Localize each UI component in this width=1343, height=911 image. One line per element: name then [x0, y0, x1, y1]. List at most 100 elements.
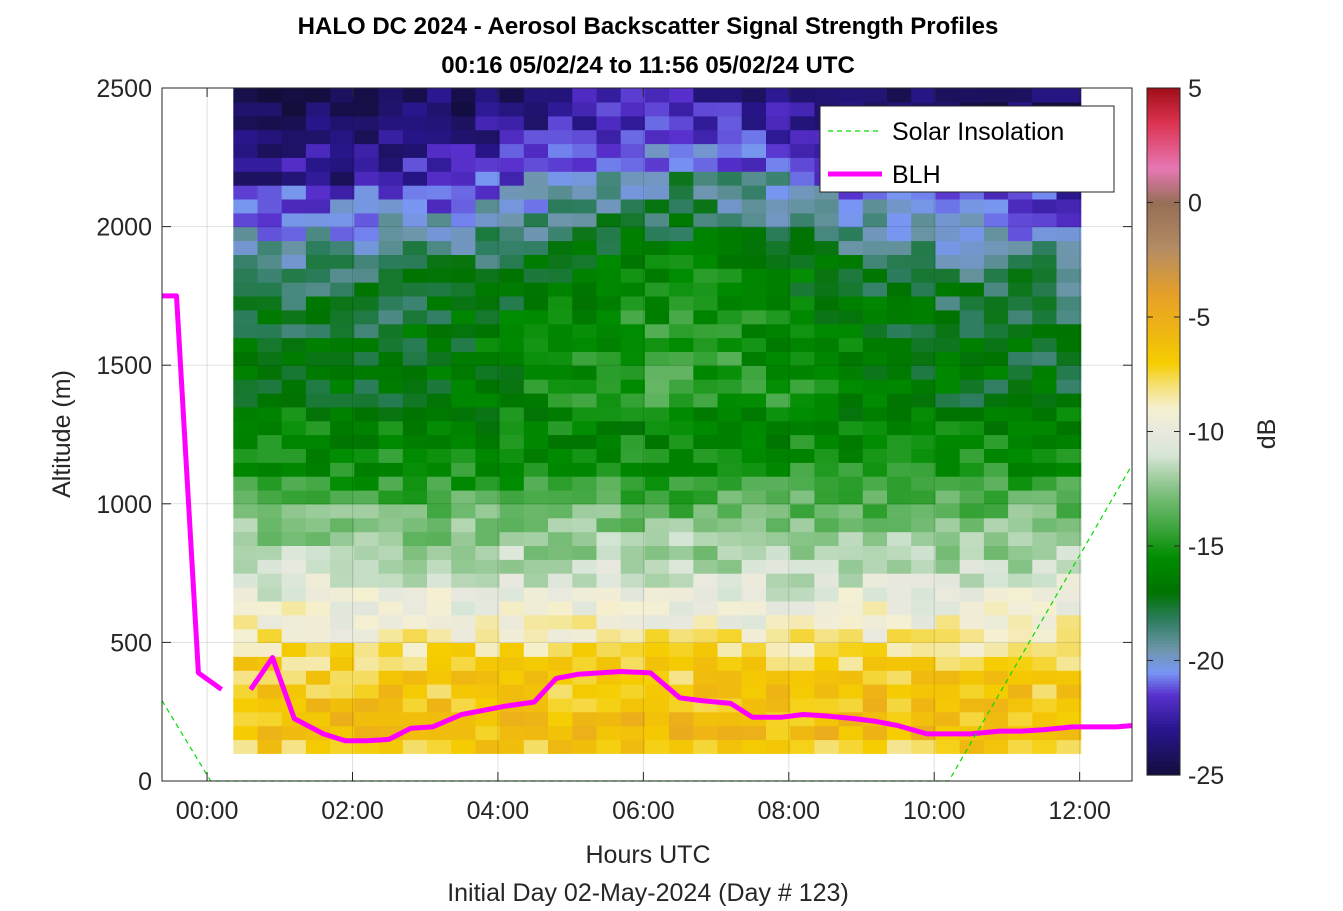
colorbar-band — [1147, 611, 1180, 616]
heatmap-cell — [838, 295, 864, 311]
heatmap-cell — [838, 587, 864, 602]
heatmap-cell — [572, 268, 598, 283]
heatmap-cell — [1056, 323, 1082, 339]
heatmap-cell — [596, 739, 622, 754]
heatmap-cell — [790, 171, 815, 186]
heatmap-cell — [1056, 517, 1082, 533]
heatmap-cell — [402, 185, 428, 200]
heatmap-cell — [402, 268, 428, 283]
heatmap-cell — [281, 503, 307, 519]
heatmap-cell — [475, 226, 501, 242]
heatmap-cell — [959, 295, 985, 311]
heatmap-cell — [257, 115, 283, 131]
heatmap-cell — [766, 379, 791, 394]
heatmap-cell — [911, 448, 936, 463]
heatmap-cell — [257, 448, 283, 463]
heatmap-cell — [814, 420, 840, 436]
colorbar-band — [1147, 726, 1180, 730]
heatmap-cell — [475, 531, 501, 546]
heatmap-cell — [475, 684, 501, 699]
heatmap-cell — [669, 323, 694, 339]
heatmap-cell — [523, 101, 549, 117]
heatmap-cell — [1032, 489, 1058, 505]
heatmap-cell — [499, 614, 525, 630]
heatmap-cell — [911, 697, 936, 713]
colorbar-band — [1147, 397, 1180, 401]
heatmap-cell — [1056, 268, 1082, 283]
y-tick-label: 1500 — [96, 352, 152, 380]
heatmap-cell — [281, 545, 307, 560]
heatmap-cell — [862, 642, 888, 657]
heatmap-cell — [1032, 614, 1058, 630]
colorbar-band — [1147, 248, 1180, 252]
heatmap-cell — [281, 295, 307, 311]
heatmap-cell — [305, 531, 331, 546]
heatmap-cell — [354, 171, 380, 186]
heatmap-cell — [935, 309, 961, 325]
heatmap-cell — [1032, 282, 1058, 297]
heatmap-cell — [281, 476, 307, 491]
heatmap-cell — [669, 573, 694, 588]
heatmap-cell — [983, 573, 1009, 588]
heatmap-cell — [1008, 739, 1033, 754]
heatmap-cell — [499, 365, 525, 380]
heatmap-cell — [451, 684, 476, 699]
heatmap-cell — [862, 587, 888, 602]
heatmap-cell — [717, 337, 743, 352]
heatmap-cell — [911, 420, 936, 436]
heatmap-cell — [717, 198, 743, 214]
heatmap-cell — [935, 448, 961, 463]
colorbar-band — [1147, 717, 1180, 722]
colorbar-band — [1147, 560, 1180, 564]
heatmap-cell — [644, 198, 670, 214]
heatmap-cell — [233, 198, 259, 214]
heatmap-cell — [475, 739, 501, 754]
heatmap-cell — [499, 309, 525, 325]
heatmap-cell — [596, 559, 622, 574]
heatmap-cell — [402, 406, 428, 422]
heatmap-cell — [402, 309, 428, 325]
heatmap-cell — [378, 226, 404, 242]
x-tick-label: 02:00 — [321, 797, 384, 825]
heatmap-cell — [959, 434, 985, 449]
colorbar-band — [1147, 199, 1180, 204]
heatmap-cell — [911, 365, 936, 380]
heatmap-cell — [644, 531, 670, 546]
heatmap-cell — [523, 517, 549, 533]
heatmap-cell — [233, 462, 259, 477]
colorbar-band — [1147, 746, 1180, 750]
heatmap-cell — [523, 282, 549, 297]
heatmap-cell — [451, 739, 476, 754]
heatmap-cell — [233, 434, 259, 449]
colorbar-band — [1147, 714, 1180, 719]
heatmap-cell — [378, 185, 404, 200]
heatmap-cell — [305, 365, 331, 380]
heatmap-cell — [983, 531, 1009, 546]
heatmap-cell — [790, 226, 815, 242]
heatmap-cell — [669, 545, 694, 560]
heatmap-cell — [233, 379, 259, 394]
heatmap-cell — [523, 212, 549, 228]
heatmap-cell — [717, 573, 743, 588]
heatmap-cell — [548, 656, 573, 671]
heatmap-cell — [1008, 240, 1033, 255]
heatmap-cell — [862, 240, 888, 255]
heatmap-cell — [887, 517, 912, 533]
heatmap-cell — [330, 157, 355, 172]
heatmap-cell — [1056, 545, 1082, 560]
heatmap-cell — [1056, 587, 1082, 602]
heatmap-cell — [935, 434, 961, 449]
heatmap-cell — [741, 171, 767, 186]
heatmap-cell — [862, 365, 888, 380]
heatmap-cell — [233, 517, 259, 533]
heatmap-cell — [257, 88, 283, 103]
heatmap-cell — [378, 587, 404, 602]
heatmap-cell — [378, 351, 404, 366]
heatmap-cell — [911, 198, 936, 214]
heatmap-cell — [911, 351, 936, 366]
heatmap-cell — [790, 545, 815, 560]
heatmap-cell — [427, 282, 452, 297]
heatmap-cell — [475, 434, 501, 449]
heatmap-cell — [330, 559, 355, 574]
heatmap-cell — [596, 517, 622, 533]
